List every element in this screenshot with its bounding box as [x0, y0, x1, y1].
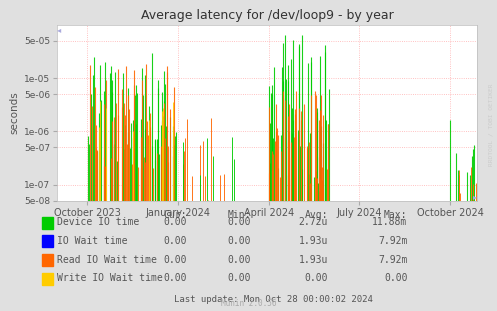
Text: 0.00: 0.00 — [163, 217, 186, 227]
Text: 0.00: 0.00 — [228, 236, 251, 246]
Text: 1.93u: 1.93u — [299, 255, 328, 265]
Text: ▸: ▸ — [473, 192, 477, 201]
Text: Min:: Min: — [228, 210, 251, 220]
Text: Device IO time: Device IO time — [57, 217, 139, 227]
Text: 7.92m: 7.92m — [378, 236, 408, 246]
Text: Read IO Wait time: Read IO Wait time — [57, 255, 157, 265]
Text: RRDTOOL / TOBI OETIKER: RRDTOOL / TOBI OETIKER — [489, 83, 494, 166]
Text: 7.92m: 7.92m — [378, 255, 408, 265]
Text: 11.88m: 11.88m — [372, 217, 408, 227]
Text: 0.00: 0.00 — [228, 217, 251, 227]
Text: ◂: ◂ — [57, 25, 62, 34]
Text: 0.00: 0.00 — [228, 273, 251, 283]
Text: Max:: Max: — [384, 210, 408, 220]
Text: 0.00: 0.00 — [163, 236, 186, 246]
Text: Cur:: Cur: — [163, 210, 186, 220]
Text: 0.00: 0.00 — [163, 273, 186, 283]
Text: 0.00: 0.00 — [384, 273, 408, 283]
Title: Average latency for /dev/loop9 - by year: Average latency for /dev/loop9 - by year — [141, 9, 394, 22]
Text: 0.00: 0.00 — [305, 273, 328, 283]
Text: Avg:: Avg: — [305, 210, 328, 220]
Text: 0.00: 0.00 — [228, 255, 251, 265]
Text: Munin 2.0.56: Munin 2.0.56 — [221, 299, 276, 308]
Text: 2.72u: 2.72u — [299, 217, 328, 227]
Text: 0.00: 0.00 — [163, 255, 186, 265]
Text: IO Wait time: IO Wait time — [57, 236, 128, 246]
Text: Last update: Mon Oct 28 00:00:02 2024: Last update: Mon Oct 28 00:00:02 2024 — [174, 295, 373, 304]
Text: Write IO Wait time: Write IO Wait time — [57, 273, 163, 283]
Y-axis label: seconds: seconds — [10, 91, 20, 134]
Text: 1.93u: 1.93u — [299, 236, 328, 246]
